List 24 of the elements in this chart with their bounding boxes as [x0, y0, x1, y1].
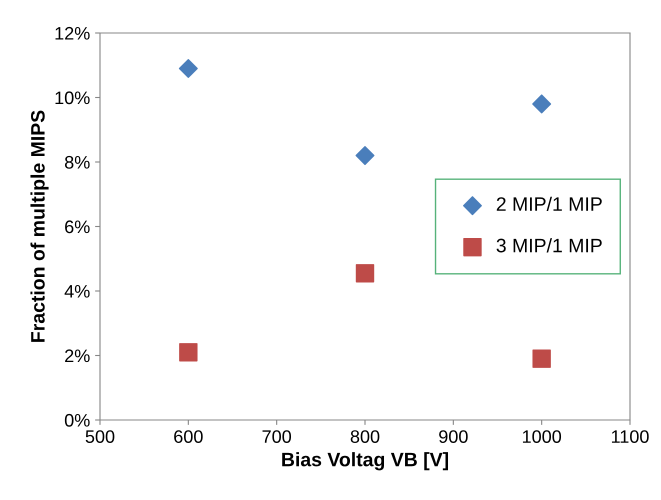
x-tick-label: 1000: [522, 430, 562, 443]
legend-label: 2 MIP/1 MIP: [496, 196, 602, 211]
x-tick-label: 500: [86, 430, 114, 443]
y-tick-label: 6%: [65, 220, 90, 234]
point: [532, 94, 552, 114]
x-tick-label: 1100: [612, 430, 649, 443]
point: [179, 343, 198, 362]
legend-label: 3 MIP/1 MIP: [496, 238, 602, 252]
y-tick-label: 2%: [65, 349, 90, 362]
y-tick-label: 4%: [64, 285, 90, 298]
y-tick-label: 10%: [56, 91, 90, 104]
x-tick-label: 900: [439, 430, 468, 443]
y-tick-label: 0%: [64, 414, 90, 427]
y-tick-label: 8%: [64, 156, 90, 169]
point: [532, 350, 551, 368]
point: [178, 58, 198, 78]
x-tick-label: 600: [174, 430, 203, 443]
x-tick-label: 700: [262, 430, 292, 443]
x-axis-title: Bias Voltag VB [V]: [282, 452, 448, 470]
y-axis-title: Fraction of multiple MIPS: [30, 110, 49, 342]
point: [356, 146, 374, 166]
y-tick-label: 12%: [56, 26, 90, 40]
point: [356, 264, 374, 282]
x-tick-label: 800: [350, 430, 380, 443]
